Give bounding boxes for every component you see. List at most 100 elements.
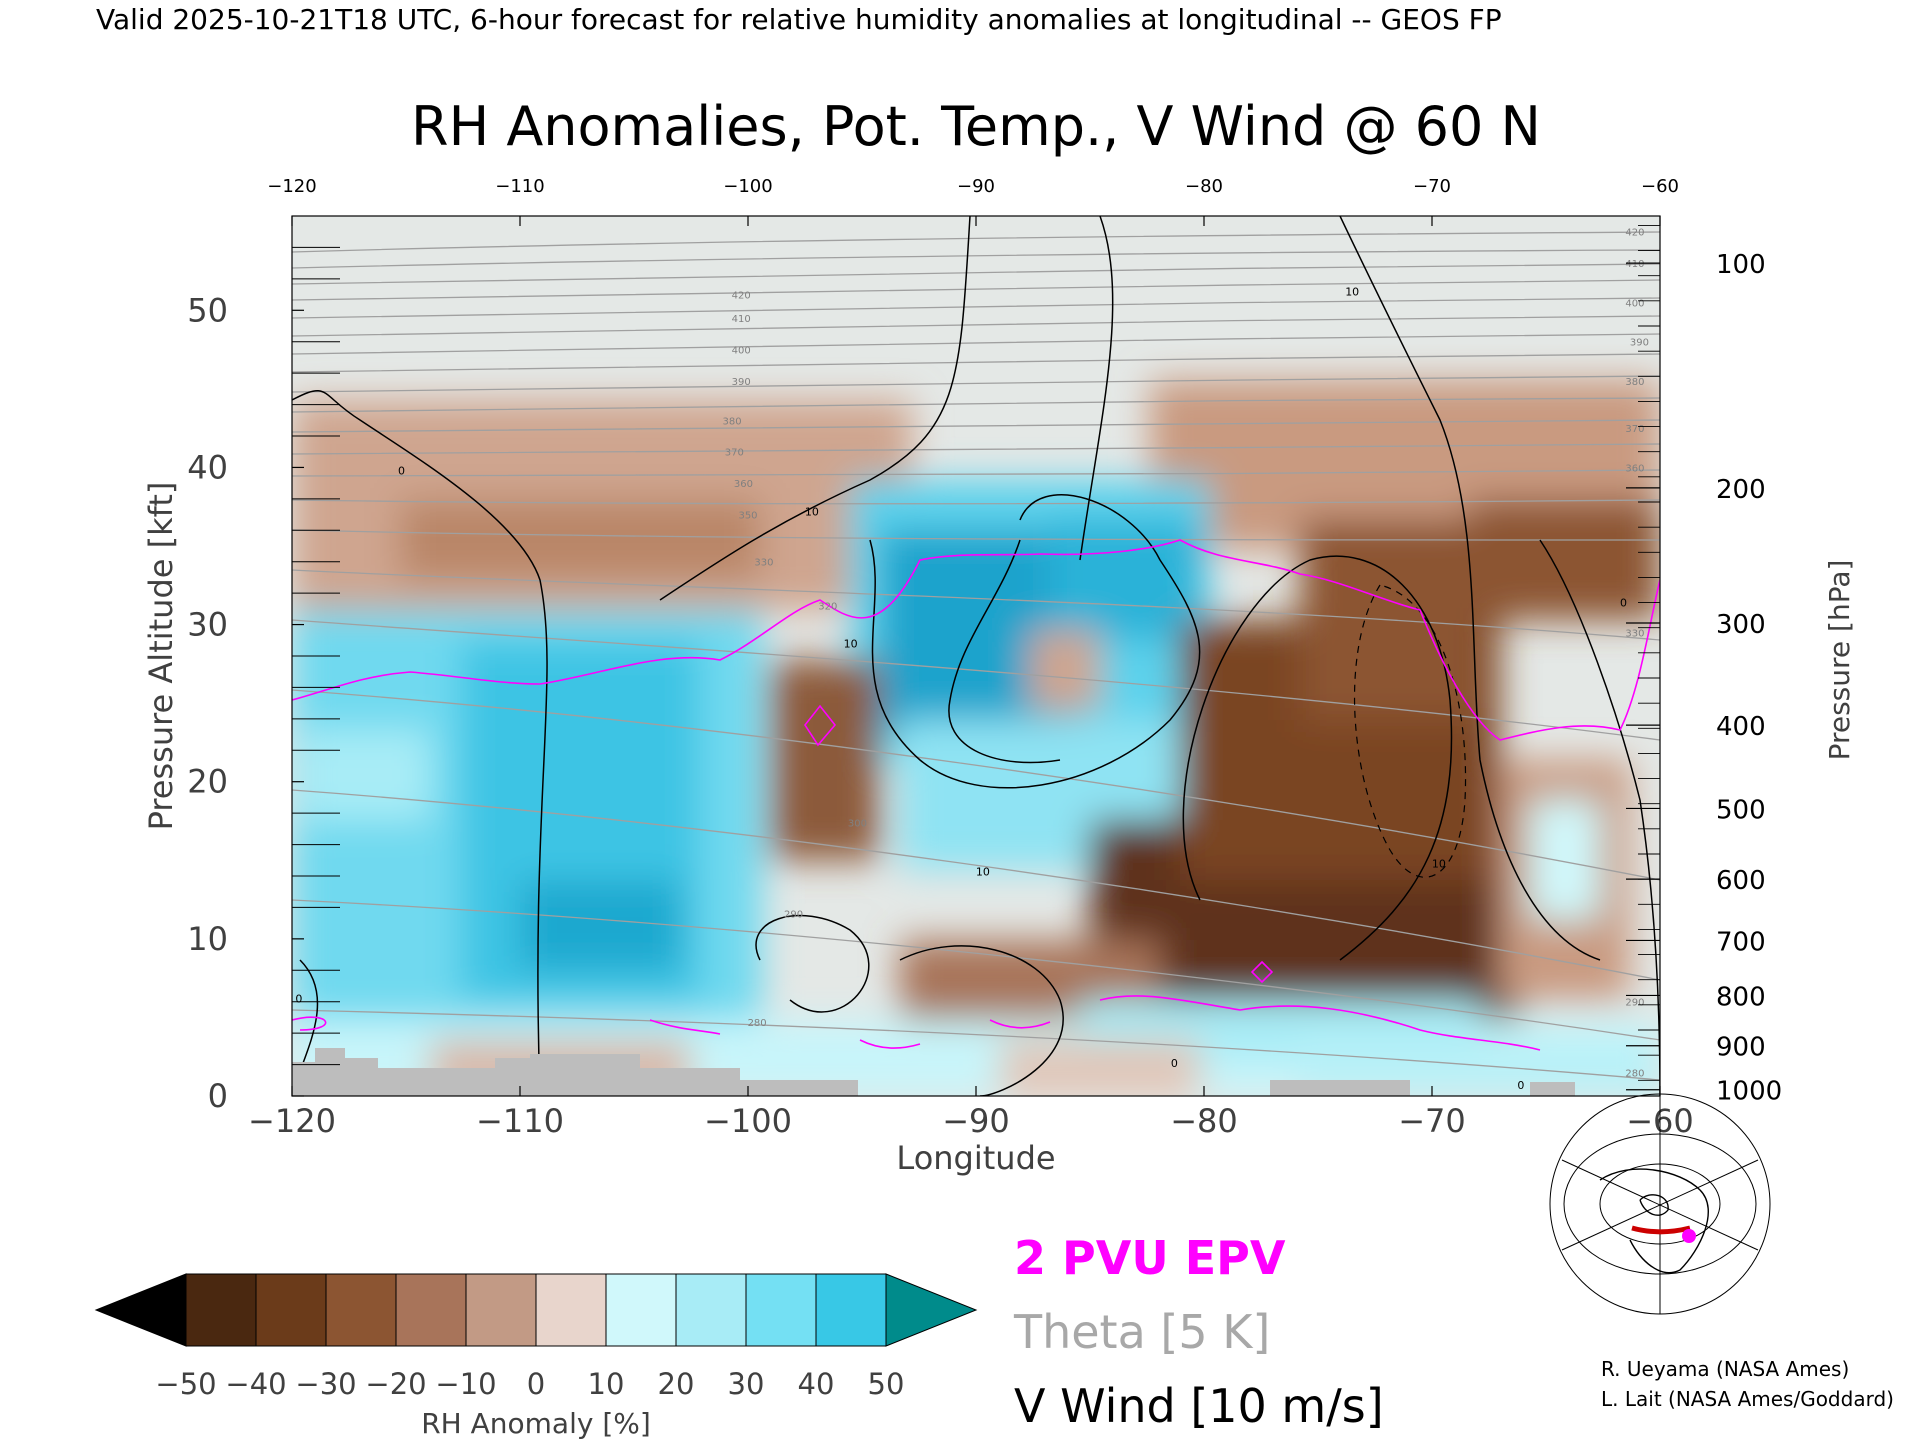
pressure-tick-label: 400 (1716, 712, 1766, 742)
theta-label: 330 (754, 558, 773, 569)
v-wind-label: 0 (1620, 597, 1627, 610)
v-wind-label: 10 (976, 865, 990, 878)
top-tick-label: −90 (957, 176, 995, 197)
colorbar-segment (815, 1273, 887, 1347)
v-wind-label: 0 (398, 465, 405, 478)
colorbar-tick-label: −20 (365, 1367, 426, 1401)
legend-v-wind: V Wind [10 m/s] (1014, 1379, 1384, 1433)
pressure-tick-label: 500 (1716, 795, 1766, 825)
pressure-tick-label: 800 (1716, 982, 1766, 1012)
top-tick-label: −120 (267, 176, 316, 197)
colorbar-segment (465, 1273, 537, 1347)
x-axis-label: Longitude (896, 1139, 1055, 1177)
top-tick-label: −60 (1641, 176, 1679, 197)
theta-label: 370 (1625, 424, 1644, 435)
negative-v-wind-contours (1354, 584, 1467, 878)
v-wind-label: 10 (1345, 285, 1359, 298)
y-tick-label: 0 (208, 1077, 228, 1115)
theta-label: 350 (738, 511, 757, 522)
colorbar-tick-label: 40 (798, 1367, 835, 1401)
theta-label: 360 (1625, 463, 1644, 474)
colorbar-segment (185, 1273, 257, 1347)
credit-line-1: R. Ueyama (NASA Ames) (1601, 1357, 1849, 1381)
rh-anomaly-field (292, 380, 1660, 1096)
locator-map (1549, 1093, 1771, 1315)
theta-label: 330 (1625, 628, 1644, 639)
colorbar-low-arrow (94, 1273, 187, 1347)
valid-time-header: Valid 2025-10-21T18 UTC, 6-hour forecast… (96, 3, 1502, 36)
theta-label: 390 (732, 377, 751, 388)
x-tick-label: −120 (248, 1102, 336, 1140)
theta-label: 390 (1630, 338, 1649, 349)
theta-label: 360 (734, 479, 753, 490)
theta-label: 370 (725, 448, 744, 459)
theta-label: 380 (722, 416, 741, 427)
v-wind-label: 0 (295, 993, 302, 1006)
terrain-fill (292, 1048, 1575, 1096)
pressure-tick-label: 900 (1716, 1033, 1766, 1063)
top-tick-label: −80 (1185, 176, 1223, 197)
locator-point (1682, 1229, 1696, 1243)
v-wind-label: 10 (1432, 857, 1446, 870)
locator-section-line (1631, 1225, 1691, 1235)
pressure-tick-label: 100 (1716, 250, 1766, 280)
v-wind-label: 0 (1171, 1057, 1178, 1070)
colorbar-tick-label: 50 (868, 1367, 905, 1401)
colorbar-tick-label: −40 (225, 1367, 286, 1401)
colorbar: −50 −40 −30 −20 −10 0 10 20 30 40 50 (94, 1273, 978, 1401)
theta-label: 410 (732, 314, 751, 325)
colorbar-tick-label: −10 (435, 1367, 496, 1401)
theta-label: 400 (732, 346, 751, 357)
theta-label: 400 (1625, 298, 1644, 309)
theta-label: 280 (748, 1018, 767, 1029)
x-tick-label: −70 (1398, 1102, 1466, 1140)
theta-label: 420 (1625, 228, 1644, 239)
chart-title: RH Anomalies, Pot. Temp., V Wind @ 60 N (411, 95, 1541, 158)
y-axis-label: Pressure Altitude [kft] (142, 482, 180, 831)
theta-label: 280 (1625, 1068, 1644, 1079)
colorbar-segment (395, 1273, 467, 1347)
pressure-tick-label: 1000 (1716, 1077, 1782, 1107)
x-tick-label: −110 (476, 1102, 564, 1140)
legend-theta: Theta [5 K] (1013, 1305, 1270, 1359)
pressure-tick-label: 300 (1716, 610, 1766, 640)
v-wind-contour-labels: 0 10 10 10 10 10 0 0 0 0 (295, 285, 1627, 1092)
colorbar-tick-label: −30 (295, 1367, 356, 1401)
pressure-tick-label: 200 (1716, 475, 1766, 505)
top-tick-label: −70 (1413, 176, 1451, 197)
y-tick-label: 10 (187, 920, 228, 958)
v-wind-label: 0 (1517, 1079, 1524, 1092)
theta-label: 290 (1625, 998, 1644, 1009)
x-tick-label: −80 (1170, 1102, 1238, 1140)
v-wind-label: 10 (844, 637, 858, 650)
colorbar-segment (325, 1273, 397, 1347)
x-tick-label: −100 (704, 1102, 792, 1140)
theta-label: 300 (848, 819, 867, 830)
plot-area: 420 410 400 390 380 370 360 350 330 320 300 290 280 4… (291, 215, 1661, 1097)
top-tick-label: −100 (723, 176, 772, 197)
theta-label: 420 (732, 291, 751, 302)
theta-label: 290 (784, 910, 803, 921)
epv-2pvu-contours (292, 539, 1660, 1051)
colorbar-segment (255, 1273, 327, 1347)
pressure-tick-label: 600 (1716, 866, 1766, 896)
colorbar-segment (675, 1273, 747, 1347)
theta-contour-labels: 420 410 400 390 380 370 360 350 330 320 300 290 280 4… (722, 228, 1649, 1080)
colorbar-tick-label: 0 (527, 1367, 545, 1401)
colorbar-high-arrow (885, 1273, 978, 1347)
y-tick-label: 50 (187, 291, 228, 329)
colorbar-segment (605, 1273, 677, 1347)
credit-line-2: L. Lait (NASA Ames/Goddard) (1601, 1387, 1894, 1411)
pressure-tick-label: 700 (1716, 927, 1766, 957)
colorbar-segment (535, 1273, 607, 1347)
right-y-axis-label: Pressure [hPa] (1823, 560, 1856, 761)
colorbar-tick-label: 20 (658, 1367, 695, 1401)
terrain (292, 1048, 1575, 1096)
colorbar-tick-label: 10 (588, 1367, 625, 1401)
top-tick-label: −110 (495, 176, 544, 197)
theta-label: 410 (1625, 259, 1644, 270)
colorbar-label: RH Anomaly [%] (421, 1407, 651, 1440)
v-wind-label: 10 (805, 505, 819, 518)
y-tick-label: 20 (187, 763, 228, 801)
